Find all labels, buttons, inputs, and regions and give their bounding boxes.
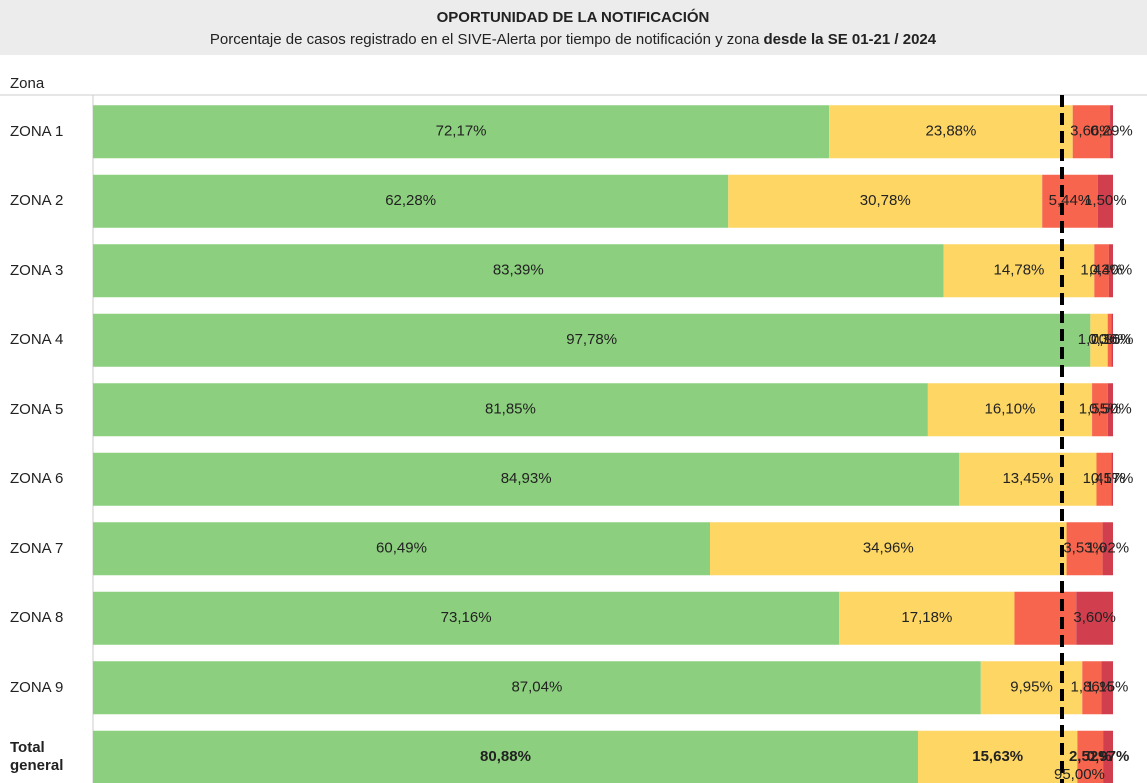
bar-segment (1066, 522, 1103, 576)
bar-segment (93, 591, 840, 645)
data-label: 16,10% (985, 401, 1036, 418)
data-label: 1,55% (1079, 401, 1122, 418)
data-label: 30,78% (860, 192, 911, 209)
bar-segment (1102, 522, 1113, 576)
y-tick-label: ZONA 9 (10, 678, 64, 696)
bar-segment (1111, 313, 1113, 367)
bar-segment (1097, 174, 1113, 228)
y-tick-label: Total general (10, 739, 64, 775)
data-label: 0,36% (1088, 331, 1131, 348)
data-label: 1,43% (1080, 262, 1123, 279)
data-label: 87,04% (511, 679, 562, 696)
subtitle-text: Porcentaje de casos registrado en el SIV… (210, 31, 764, 48)
bar-segment (1096, 452, 1112, 506)
bar-segment (93, 244, 944, 298)
data-label: 2,52% (1069, 748, 1112, 765)
data-label: 1,15% (1086, 679, 1129, 696)
bar-segment (829, 105, 1073, 159)
bar-segment (1110, 105, 1113, 159)
data-label: 1,86% (1071, 679, 1114, 696)
data-label: 1,45% (1083, 470, 1126, 487)
bar-segment (1111, 452, 1113, 506)
bar-segment (1082, 661, 1102, 715)
bar-segment (93, 105, 830, 159)
data-label: 1,70% (1078, 331, 1121, 348)
data-label: 84,93% (501, 470, 552, 487)
data-label: 0,16% (1091, 331, 1134, 348)
bar-segment (1072, 105, 1111, 159)
subtitle-bold: desde la SE 01-21 / 2024 (764, 31, 937, 48)
data-label: 1,50% (1084, 192, 1127, 209)
bar-segment (927, 383, 1093, 437)
bar-segment (93, 730, 918, 783)
y-tick-label: ZONA 4 (10, 331, 64, 349)
data-label: 17,18% (901, 609, 952, 626)
bar-segment (728, 174, 1043, 228)
data-label: 97,78% (566, 331, 617, 348)
data-label: 80,88% (480, 748, 531, 765)
data-label: 1,02% (1087, 540, 1130, 557)
y-tick-label: ZONA 1 (10, 122, 64, 140)
data-label: 14,78% (994, 262, 1045, 279)
bar-segment (1103, 730, 1113, 783)
y-tick-label: ZONA 6 (10, 470, 64, 488)
y-axis-label: Zona (10, 75, 45, 92)
y-tick-label: ZONA 8 (10, 609, 64, 627)
bar-segment (1077, 730, 1104, 783)
y-tick-label: ZONA 7 (10, 539, 64, 557)
bar-segment (917, 730, 1078, 783)
bar-segment (93, 522, 710, 576)
bar-segment (839, 591, 1015, 645)
data-label: 3,66% (1070, 123, 1113, 140)
data-label: 13,45% (1002, 470, 1053, 487)
data-label: 72,17% (436, 123, 487, 140)
bar-segment (1042, 174, 1098, 228)
data-label: 81,85% (485, 401, 536, 418)
data-label: 0,29% (1090, 123, 1133, 140)
bar-segment (1107, 383, 1113, 437)
data-label: 60,49% (376, 540, 427, 557)
bar-segment (1090, 313, 1108, 367)
data-label: 3,53% (1063, 540, 1106, 557)
data-label: 0,17% (1091, 470, 1134, 487)
reference-label: 95,00% (1054, 766, 1105, 783)
bar-segment (93, 174, 729, 228)
data-label: 83,39% (493, 262, 544, 279)
bar-segment (1107, 313, 1112, 367)
data-label: 34,96% (863, 540, 914, 557)
data-label: 5,44% (1049, 192, 1092, 209)
data-label: 9,95% (1010, 679, 1053, 696)
bar-segment (959, 452, 1097, 506)
bar-segment (1092, 383, 1108, 437)
bar-segment (1094, 244, 1109, 298)
bar-segment (93, 661, 981, 715)
bar-segment (980, 661, 1083, 715)
y-tick-label: ZONA 2 (10, 192, 64, 210)
bar-segment (93, 452, 960, 506)
bar-segment (1108, 244, 1113, 298)
data-label: 23,88% (925, 123, 976, 140)
data-label: 0,97% (1087, 748, 1130, 765)
data-label: 3,60% (1073, 609, 1116, 626)
bar-segment (1014, 591, 1077, 645)
bar-segment (1101, 661, 1113, 715)
data-label: 73,16% (441, 609, 492, 626)
bar-segment (1076, 591, 1113, 645)
header-band (0, 0, 1147, 55)
data-label: 62,28% (385, 192, 436, 209)
data-label: 0,50% (1089, 401, 1132, 418)
chart-subtitle: Porcentaje de casos registrado en el SIV… (210, 31, 937, 48)
chart-title: OPORTUNIDAD DE LA NOTIFICACIÓN (437, 8, 710, 26)
bar-segment (943, 244, 1095, 298)
bar-segment (709, 522, 1067, 576)
data-label: 0,40% (1090, 262, 1133, 279)
data-label: 15,63% (972, 748, 1023, 765)
y-tick-label: ZONA 3 (10, 261, 64, 279)
bar-segment (93, 383, 928, 437)
bar-segment (93, 313, 1091, 367)
y-tick-label: ZONA 5 (10, 400, 64, 418)
